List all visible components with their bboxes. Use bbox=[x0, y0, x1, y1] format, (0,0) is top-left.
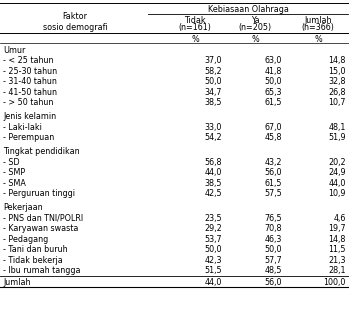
Text: 46,3: 46,3 bbox=[265, 235, 282, 244]
Text: 76,5: 76,5 bbox=[265, 214, 282, 223]
Text: 50,0: 50,0 bbox=[205, 245, 222, 254]
Text: Jenis kelamin: Jenis kelamin bbox=[3, 112, 56, 121]
Text: - > 50 tahun: - > 50 tahun bbox=[3, 98, 53, 107]
Text: 70,8: 70,8 bbox=[265, 224, 282, 233]
Text: 44,0: 44,0 bbox=[329, 179, 346, 188]
Text: - Tani dan buruh: - Tani dan buruh bbox=[3, 245, 68, 254]
Text: 29,2: 29,2 bbox=[204, 224, 222, 233]
Text: 14,8: 14,8 bbox=[329, 56, 346, 65]
Text: 37,0: 37,0 bbox=[205, 56, 222, 65]
Text: 56,8: 56,8 bbox=[205, 158, 222, 167]
Text: - Laki-laki: - Laki-laki bbox=[3, 123, 42, 132]
Text: (n=161): (n=161) bbox=[179, 23, 211, 32]
Text: - SMP: - SMP bbox=[3, 168, 25, 177]
Text: - PNS dan TNI/POLRI: - PNS dan TNI/POLRI bbox=[3, 214, 83, 223]
Text: - SD: - SD bbox=[3, 158, 20, 167]
Text: 48,1: 48,1 bbox=[329, 123, 346, 132]
Text: 63,0: 63,0 bbox=[265, 56, 282, 65]
Text: 32,8: 32,8 bbox=[328, 77, 346, 86]
Text: Pekerjaan: Pekerjaan bbox=[3, 203, 43, 212]
Text: Jumlah: Jumlah bbox=[304, 16, 332, 25]
Text: 24,9: 24,9 bbox=[328, 168, 346, 177]
Text: 38,5: 38,5 bbox=[205, 179, 222, 188]
Text: 65,3: 65,3 bbox=[265, 88, 282, 97]
Text: Kebiasaan Olahraga: Kebiasaan Olahraga bbox=[208, 5, 289, 14]
Text: 14,8: 14,8 bbox=[329, 235, 346, 244]
Text: 61,5: 61,5 bbox=[265, 179, 282, 188]
Text: %: % bbox=[251, 35, 259, 44]
Text: 48,5: 48,5 bbox=[265, 266, 282, 275]
Text: Tidak: Tidak bbox=[184, 16, 206, 25]
Text: - 31-40 tahun: - 31-40 tahun bbox=[3, 77, 57, 86]
Text: - Perempuan: - Perempuan bbox=[3, 133, 54, 142]
Text: 58,2: 58,2 bbox=[205, 67, 222, 76]
Text: 33,0: 33,0 bbox=[205, 123, 222, 132]
Text: 4,6: 4,6 bbox=[334, 214, 346, 223]
Text: - Ibu rumah tangga: - Ibu rumah tangga bbox=[3, 266, 81, 275]
Text: 54,2: 54,2 bbox=[205, 133, 222, 142]
Text: 34,7: 34,7 bbox=[205, 88, 222, 97]
Text: - 25-30 tahun: - 25-30 tahun bbox=[3, 67, 57, 76]
Text: 28,1: 28,1 bbox=[328, 266, 346, 275]
Text: 50,0: 50,0 bbox=[205, 77, 222, 86]
Text: 26,8: 26,8 bbox=[328, 88, 346, 97]
Text: 42,3: 42,3 bbox=[205, 256, 222, 265]
Text: 56,0: 56,0 bbox=[265, 278, 282, 287]
Text: 23,5: 23,5 bbox=[205, 214, 222, 223]
Text: 51,9: 51,9 bbox=[328, 133, 346, 142]
Text: 10,7: 10,7 bbox=[328, 98, 346, 107]
Text: - Tidak bekerja: - Tidak bekerja bbox=[3, 256, 63, 265]
Text: 45,8: 45,8 bbox=[265, 133, 282, 142]
Text: 10,9: 10,9 bbox=[328, 189, 346, 198]
Text: - Pedagang: - Pedagang bbox=[3, 235, 48, 244]
Text: Faktor
sosio demografi: Faktor sosio demografi bbox=[43, 12, 107, 32]
Text: 57,7: 57,7 bbox=[264, 256, 282, 265]
Text: 19,7: 19,7 bbox=[328, 224, 346, 233]
Text: - 41-50 tahun: - 41-50 tahun bbox=[3, 88, 57, 97]
Text: Jumlah: Jumlah bbox=[3, 278, 30, 287]
Text: 100,0: 100,0 bbox=[324, 278, 346, 287]
Text: 44,0: 44,0 bbox=[205, 278, 222, 287]
Text: Umur: Umur bbox=[3, 46, 25, 55]
Text: 44,0: 44,0 bbox=[205, 168, 222, 177]
Text: 67,0: 67,0 bbox=[265, 123, 282, 132]
Text: 11,5: 11,5 bbox=[328, 245, 346, 254]
Text: %: % bbox=[191, 35, 199, 44]
Text: Tingkat pendidikan: Tingkat pendidikan bbox=[3, 147, 80, 156]
Text: - < 25 tahun: - < 25 tahun bbox=[3, 56, 53, 65]
Text: 42,5: 42,5 bbox=[205, 189, 222, 198]
Text: 57,5: 57,5 bbox=[264, 189, 282, 198]
Text: 41,8: 41,8 bbox=[265, 67, 282, 76]
Text: 43,2: 43,2 bbox=[265, 158, 282, 167]
Text: (n=366): (n=366) bbox=[302, 23, 334, 32]
Text: 50,0: 50,0 bbox=[265, 77, 282, 86]
Text: 15,0: 15,0 bbox=[328, 67, 346, 76]
Text: 20,2: 20,2 bbox=[328, 158, 346, 167]
Text: 53,7: 53,7 bbox=[205, 235, 222, 244]
Text: (n=205): (n=205) bbox=[238, 23, 272, 32]
Text: 50,0: 50,0 bbox=[265, 245, 282, 254]
Text: 56,0: 56,0 bbox=[265, 168, 282, 177]
Text: - Perguruan tinggi: - Perguruan tinggi bbox=[3, 189, 75, 198]
Text: 51,5: 51,5 bbox=[205, 266, 222, 275]
Text: 21,3: 21,3 bbox=[328, 256, 346, 265]
Text: %: % bbox=[314, 35, 322, 44]
Text: - SMA: - SMA bbox=[3, 179, 26, 188]
Text: Ya: Ya bbox=[251, 16, 259, 25]
Text: - Karyawan swasta: - Karyawan swasta bbox=[3, 224, 79, 233]
Text: 38,5: 38,5 bbox=[205, 98, 222, 107]
Text: 61,5: 61,5 bbox=[265, 98, 282, 107]
